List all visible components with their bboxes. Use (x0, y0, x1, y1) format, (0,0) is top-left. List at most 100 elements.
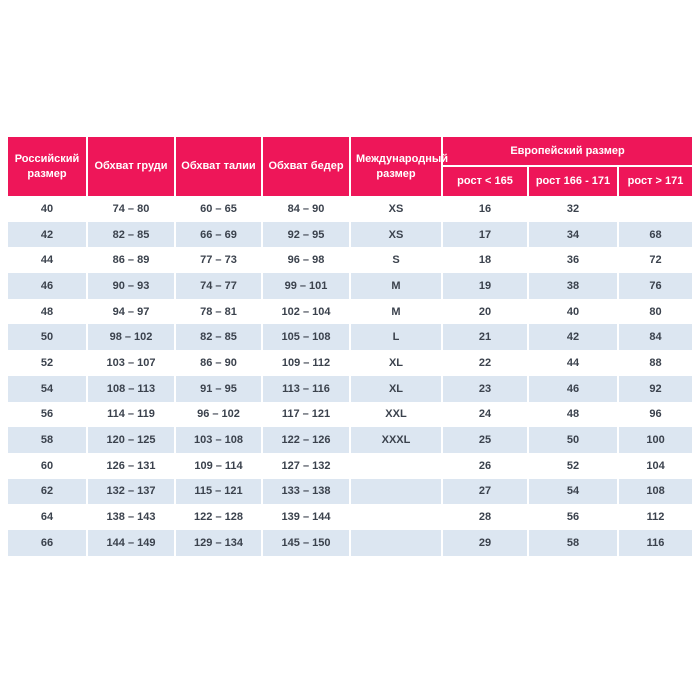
table-cell: 94 – 97 (86, 298, 174, 325)
table-cell: S (349, 247, 441, 274)
table-row: 54 108 – 113 91 – 95 113 – 116 XL 23 46 92 (8, 375, 693, 402)
table-cell: 112 (617, 504, 692, 530)
table-cell: 92 – 95 (261, 221, 349, 248)
table-cell: 80 (617, 298, 692, 325)
table-cell: 42 (527, 324, 617, 351)
table-cell: 76 (617, 273, 692, 299)
table-cell (349, 478, 441, 505)
table-cell: 82 – 85 (86, 221, 174, 248)
table-cell: 44 (527, 350, 617, 376)
col-header-international-size: Международный размер (349, 137, 448, 196)
table-cell: 40 (527, 298, 617, 325)
table-cell: 113 – 116 (261, 375, 349, 402)
table-row: 46 90 – 93 74 – 77 99 – 101 M 19 38 76 (8, 273, 693, 299)
size-table-body: 40 74 – 80 60 – 65 84 – 90 XS 16 32 42 82 – 85 66… (8, 196, 693, 556)
table-cell (349, 452, 441, 479)
col-header-height-166-171: рост 166 - 171 (527, 167, 617, 196)
table-cell: 46 (40, 279, 54, 292)
table-row: 60 126 – 131 109 – 114 127 – 132 26 52 104 (8, 452, 692, 479)
table-cell: 44 (40, 254, 54, 267)
table-cell: 66 (40, 536, 54, 549)
table-cell: 22 (441, 350, 527, 376)
table-cell: 46 (527, 375, 617, 402)
table-cell: 32 (527, 196, 617, 222)
table-cell: 27 (441, 478, 527, 505)
size-chart: Российский размер Обхват груди Обхват та… (8, 137, 693, 556)
col-header-russian-size: Российский размер (8, 137, 86, 196)
table-cell: 24 (441, 401, 527, 428)
col-header-chest: Обхват груди (86, 137, 174, 196)
table-cell: XXL (349, 401, 441, 428)
table-cell: 36 (527, 247, 617, 274)
table-cell: 116 (617, 529, 692, 556)
table-cell: 139 – 144 (261, 504, 349, 530)
col-header-hips: Обхват бедер (261, 137, 349, 196)
table-row: 56 114 – 119 96 – 102 117 – 121 XXL 24 48 96 (8, 401, 692, 428)
table-cell (349, 504, 441, 530)
header-row-sub: рост < 165 рост 166 - 171 рост > 171 (8, 167, 693, 196)
table-cell: 90 – 93 (86, 273, 174, 299)
table-cell: 144 – 149 (86, 529, 174, 556)
table-cell: 42 (40, 228, 54, 241)
table-cell: 19 (441, 273, 527, 299)
table-row: 52 103 – 107 86 – 90 109 – 112 XL 22 44 88 (8, 350, 692, 376)
table-cell: 127 – 132 (261, 452, 349, 479)
table-cell: XXXL (349, 427, 441, 453)
table-cell: 23 (441, 375, 527, 402)
table-cell: 103 – 107 (86, 350, 174, 376)
table-cell: 38 (527, 273, 617, 299)
table-cell: 109 – 114 (174, 452, 261, 479)
table-row: 66 144 – 149 129 – 134 145 – 150 29 58 116 (8, 529, 693, 556)
table-cell: 84 (617, 324, 692, 351)
table-cell: 88 (617, 350, 692, 376)
table-cell: 117 – 121 (261, 401, 349, 428)
table-cell: 122 – 126 (261, 427, 349, 453)
table-cell: 56 (40, 408, 54, 421)
table-cell: 48 (40, 305, 54, 318)
table-cell: 54 (527, 478, 617, 505)
table-cell: 86 – 90 (174, 350, 261, 376)
table-cell: 74 – 77 (174, 273, 261, 299)
size-table: Российский размер Обхват груди Обхват та… (8, 137, 693, 556)
table-cell: 86 – 89 (86, 247, 174, 274)
table-cell: 16 (441, 196, 527, 222)
col-header-waist: Обхват талии (174, 137, 261, 196)
table-cell: 54 (40, 382, 54, 395)
table-cell: 122 – 128 (174, 504, 261, 530)
table-cell: XS (349, 221, 441, 248)
table-cell: 25 (441, 427, 527, 453)
table-cell: 133 – 138 (261, 478, 349, 505)
table-cell: M (349, 298, 441, 325)
table-cell: 91 – 95 (174, 375, 261, 402)
table-cell: 99 – 101 (261, 273, 349, 299)
table-cell: 48 (527, 401, 617, 428)
table-cell: 72 (617, 247, 692, 274)
table-cell: XS (349, 196, 441, 222)
col-header-european-size: Европейский размер (441, 137, 693, 167)
table-cell: 138 – 143 (86, 504, 174, 530)
table-row: 58 120 – 125 103 – 108 122 – 126 XXXL 25 50 100 (8, 427, 693, 453)
table-cell (349, 529, 441, 556)
table-cell: 50 (527, 427, 617, 453)
table-cell: 62 (40, 485, 54, 498)
table-cell: 129 – 134 (174, 529, 261, 556)
table-cell: 114 – 119 (86, 401, 174, 428)
table-row: 50 98 – 102 82 – 85 105 – 108 L 21 42 84 (8, 324, 693, 351)
table-cell: 58 (527, 529, 617, 556)
table-cell: 56 (527, 504, 617, 530)
table-cell: 82 – 85 (174, 324, 261, 351)
table-cell: 28 (441, 504, 527, 530)
table-cell: 52 (527, 452, 617, 479)
table-cell: 20 (441, 298, 527, 325)
table-cell: 108 – 113 (86, 375, 174, 402)
table-row: 44 86 – 89 77 – 73 96 – 98 S 18 36 72 (8, 247, 692, 274)
table-cell: 58 (40, 434, 54, 447)
table-cell: 77 – 73 (174, 247, 261, 274)
table-cell: 50 (40, 331, 54, 344)
table-cell: 18 (441, 247, 527, 274)
table-cell: 96 – 98 (261, 247, 349, 274)
table-cell: 115 – 121 (174, 478, 261, 505)
table-cell: 109 – 112 (261, 350, 349, 376)
col-header-height-lt-165: рост < 165 (441, 167, 527, 196)
table-cell: 105 – 108 (261, 324, 349, 351)
